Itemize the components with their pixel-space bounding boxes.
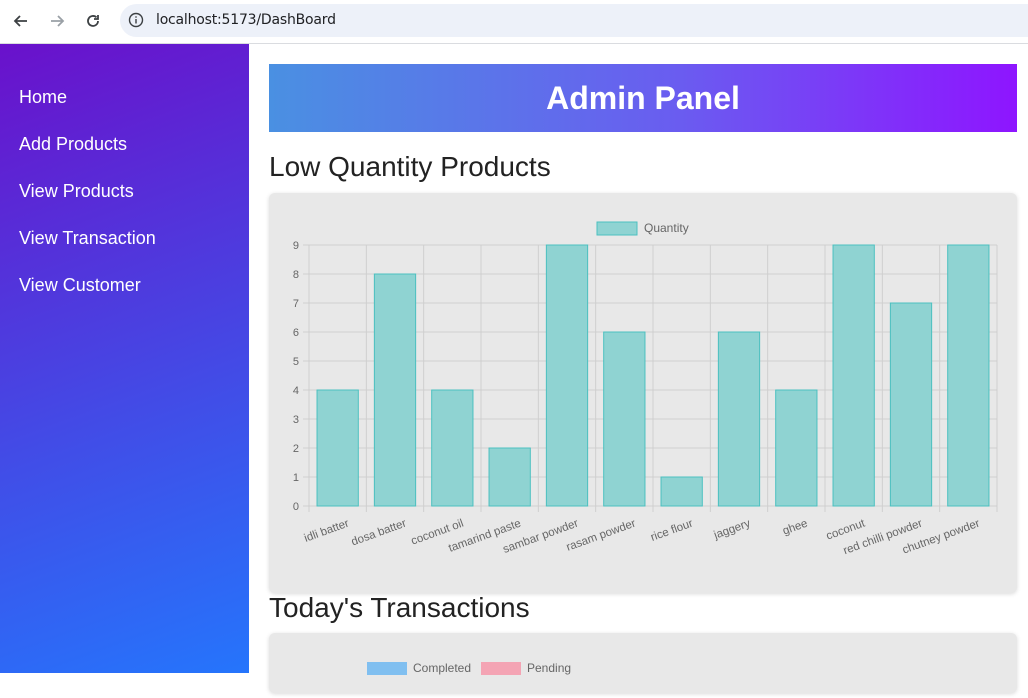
bar-red-chilli-powder [889,302,933,507]
bar-sambar-powder [545,244,589,507]
x-tick-label: dosa batter [350,517,408,548]
low-quantity-bar-chart: Quantity 0 1 2 3 4 5 6 7 8 9 idli batter dosa batter… [293,221,998,557]
legend-swatch-pending [481,662,521,675]
low-quantity-title: Low Quantity Products [269,151,551,182]
sidebar: Home Add Products View Products View Tra… [0,44,249,673]
y-tick-label: 0 [293,501,299,513]
chart-legend: Quantity [596,221,689,236]
y-tick-label: 2 [293,443,299,455]
info-icon[interactable] [128,12,144,28]
sidebar-item-view-products[interactable]: View Products [19,181,134,201]
arrow-right-icon [51,15,65,27]
x-tick-label: ghee [781,518,809,538]
bar-coconut [832,244,875,507]
bar-rasam-powder [603,331,646,507]
url-text: localhost:5173/DashBoard [156,12,336,28]
x-tick-label: jaggery [712,517,753,542]
y-tick-label: 6 [293,327,299,339]
legend-swatch-completed [367,662,407,675]
y-tick-label: 9 [293,240,299,252]
bar-chutney-powder [947,244,990,507]
address-bar[interactable]: localhost:5173/DashBoard [120,4,1028,37]
y-tick-label: 4 [293,385,299,397]
bar-idli-batter [316,389,359,507]
bar-dosa-batter [373,273,417,507]
browser-toolbar: localhost:5173/DashBoard [0,0,1028,44]
legend-label-quantity: Quantity [644,221,689,235]
y-tick-label: 1 [293,472,299,484]
bar-jaggery [717,331,761,507]
legend-label-pending: Pending [527,661,571,675]
bar-rice-flour [660,476,703,507]
y-tick-label: 8 [293,269,299,281]
x-tick-label: idli batter [303,517,351,544]
legend-label-completed: Completed [413,661,471,675]
transactions-chart-card: Completed Pending [269,633,1017,693]
y-tick-label: 5 [293,356,299,368]
back-button[interactable] [8,8,34,34]
low-quantity-chart-card: Quantity 0 1 2 3 4 5 6 7 8 9 idli batter dosa batter… [269,193,1017,593]
arrow-left-icon [13,15,27,27]
legend-swatch-quantity [596,221,638,236]
sidebar-item-add-products[interactable]: Add Products [19,134,128,154]
reload-button[interactable] [80,8,106,34]
reload-icon [87,15,99,27]
y-tick-label: 7 [293,298,299,310]
bar-coconut-oil [431,389,474,507]
page-title: Admin Panel [546,79,740,116]
bar-tamarind-paste [488,447,531,507]
sidebar-item-view-transaction[interactable]: View Transaction [19,228,156,248]
admin-header: Admin Panel [269,64,1017,132]
x-tick-label: rice flour [649,517,695,543]
transactions-chart: Completed Pending [367,661,571,675]
transactions-title: Today's Transactions [269,592,530,623]
bar-ghee [775,389,818,507]
forward-button[interactable] [44,8,70,34]
y-tick-label: 3 [293,414,299,426]
sidebar-item-home[interactable]: Home [19,87,68,107]
sidebar-item-view-customer[interactable]: View Customer [19,275,141,295]
